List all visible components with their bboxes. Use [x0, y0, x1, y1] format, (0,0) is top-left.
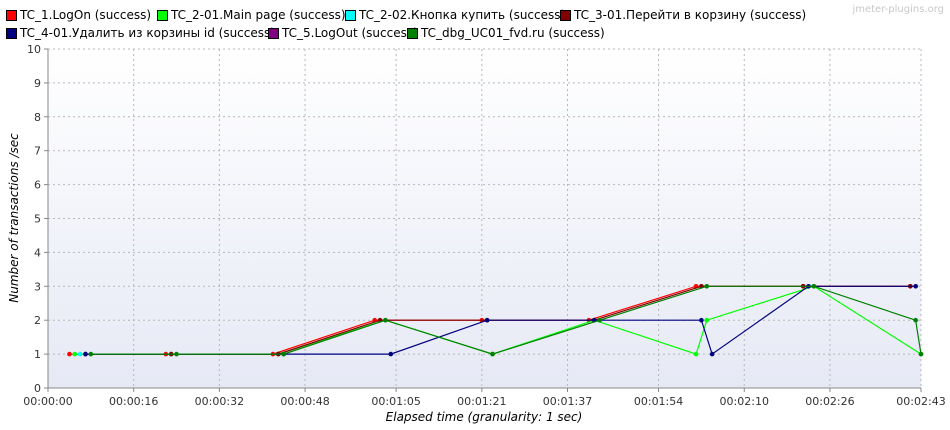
- legend-swatch: [560, 9, 571, 21]
- legend-item: TC_4-01.Удалить из корзины id (success): [6, 25, 275, 41]
- legend-swatch: [345, 9, 356, 21]
- x-tick-label: 00:02:26: [805, 395, 854, 408]
- x-tick-label: 00:01:21: [457, 395, 506, 408]
- legend-swatch: [6, 27, 17, 39]
- data-point: [67, 351, 72, 357]
- y-tick-label: 7: [34, 145, 41, 158]
- data-point: [383, 317, 388, 323]
- data-point: [597, 317, 602, 323]
- grid-lines: [48, 48, 922, 388]
- legend-label: TC_1.LogOn (success): [20, 8, 152, 22]
- data-point: [693, 351, 699, 357]
- data-point: [77, 351, 83, 357]
- data-point: [913, 284, 918, 289]
- legend-swatch: [268, 27, 279, 39]
- data-point: [388, 351, 394, 357]
- data-point: [174, 351, 179, 357]
- x-tick-label: 00:02:43: [896, 395, 945, 408]
- y-tick-label: 0: [34, 382, 41, 395]
- data-point: [281, 351, 286, 357]
- x-tick-label: 00:00:16: [109, 395, 158, 408]
- legend-label: TC_5.LogOut (success): [282, 26, 418, 40]
- series-layer: [67, 284, 924, 357]
- data-point: [709, 351, 715, 357]
- legend-item: TC_1.LogOn (success): [6, 7, 151, 23]
- y-tick-label: 2: [34, 314, 41, 327]
- legend-label: TC_4-01.Удалить из корзины id (success): [20, 26, 275, 40]
- legend-swatch: [6, 9, 17, 21]
- data-point: [918, 351, 924, 357]
- data-point: [699, 317, 704, 323]
- data-point: [88, 351, 94, 357]
- legend-label: TC_3-01.Перейти в корзину (success): [574, 8, 807, 22]
- data-point: [704, 317, 710, 323]
- y-tick-label: 9: [34, 77, 41, 90]
- x-tick-labels: 00:00:00 00:00:16 00:00:32 00:00:48 00:01:05…: [23, 388, 946, 408]
- data-point: [72, 351, 78, 357]
- y-tick-label: 10: [27, 43, 41, 56]
- x-tick-label: 00:02:10: [720, 395, 769, 408]
- x-tick-label: 00:01:37: [543, 395, 592, 408]
- y-tick-label: 3: [34, 280, 41, 293]
- y-tick-labels: 0 1 2 3 4 5 6 7 8 9 10: [27, 43, 48, 395]
- x-axis-title: Elapsed time (granularity: 1 sec): [386, 410, 583, 424]
- legend-item: TC_2-01.Main page (success): [157, 7, 346, 23]
- legend-label: TC_2-01.Main page (success): [171, 8, 346, 22]
- series-6: [88, 284, 924, 357]
- x-tick-label: 00:01:54: [634, 395, 683, 408]
- y-tick-label: 8: [34, 111, 41, 124]
- series-2: [77, 351, 83, 357]
- data-point: [484, 317, 490, 323]
- y-tick-label: 1: [34, 348, 41, 361]
- y-axis-title: Number of transactions /sec: [7, 133, 21, 303]
- legend-item: TC_dbg_UC01_fvd.ru (success): [407, 25, 605, 41]
- data-point: [913, 317, 918, 323]
- y-tick-label: 6: [34, 179, 41, 192]
- legend-swatch: [157, 9, 168, 21]
- data-point: [490, 351, 495, 357]
- legend-item: TC_3-01.Перейти в корзину (success): [560, 7, 806, 23]
- y-tick-label: 4: [34, 246, 41, 259]
- legend-item: TC_2-02.Кнопка купить (success): [345, 7, 565, 23]
- data-point: [704, 284, 710, 289]
- x-tick-label: 00:00:48: [280, 395, 329, 408]
- watermark: jmeter-plugins.org: [852, 4, 944, 15]
- y-tick-label: 5: [34, 213, 41, 226]
- series-line: [90, 285, 922, 355]
- data-point: [83, 351, 88, 357]
- data-point: [811, 284, 817, 289]
- legend-label: TC_dbg_UC01_fvd.ru (success): [421, 26, 605, 40]
- x-tick-label: 00:00:32: [195, 395, 244, 408]
- legend-label: TC_2-02.Кнопка купить (success): [359, 8, 566, 22]
- x-tick-label: 00:01:05: [371, 395, 420, 408]
- legend-item: TC_5.LogOut (success): [268, 25, 418, 41]
- x-tick-label: 00:00:00: [23, 395, 72, 408]
- legend-swatch: [407, 27, 418, 39]
